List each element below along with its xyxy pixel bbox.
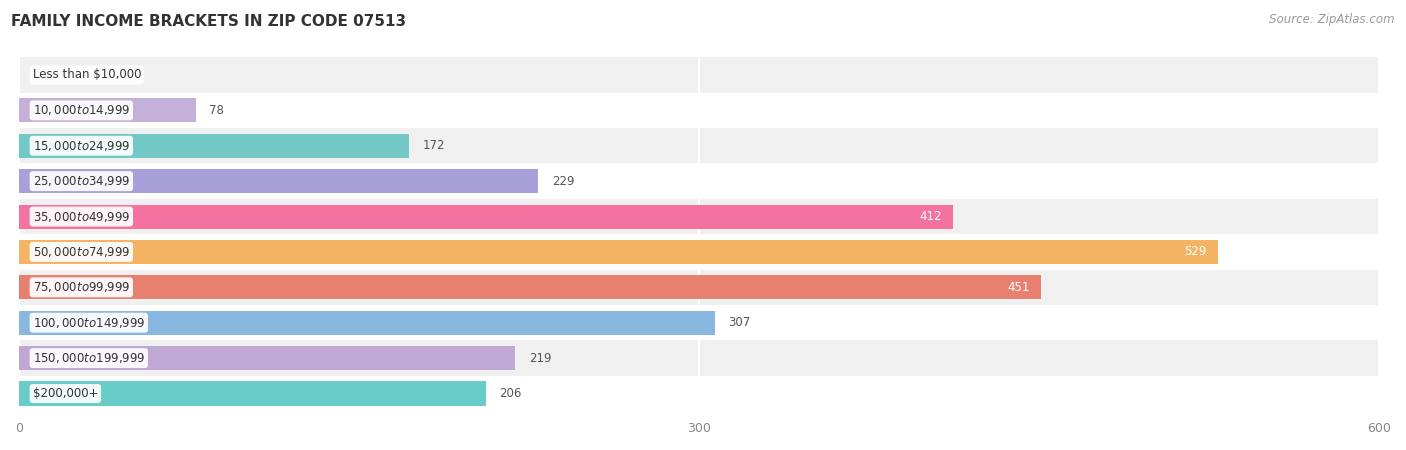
Text: 412: 412 [920, 210, 942, 223]
Bar [20, 169, 538, 193]
Bar [20, 128, 1379, 163]
Bar [20, 305, 1379, 340]
Bar [20, 93, 1379, 128]
Bar [20, 204, 953, 229]
Bar [20, 234, 1379, 270]
Bar [20, 199, 1379, 234]
Text: 0: 0 [32, 68, 39, 81]
Text: FAMILY INCOME BRACKETS IN ZIP CODE 07513: FAMILY INCOME BRACKETS IN ZIP CODE 07513 [11, 14, 406, 28]
Text: $25,000 to $34,999: $25,000 to $34,999 [32, 174, 131, 188]
Bar [20, 57, 1379, 93]
Text: $150,000 to $199,999: $150,000 to $199,999 [32, 351, 145, 365]
Text: 307: 307 [728, 316, 751, 329]
Bar [20, 376, 1379, 411]
Text: $35,000 to $49,999: $35,000 to $49,999 [32, 210, 131, 224]
Text: $15,000 to $24,999: $15,000 to $24,999 [32, 139, 131, 153]
Text: $50,000 to $74,999: $50,000 to $74,999 [32, 245, 131, 259]
Text: $100,000 to $149,999: $100,000 to $149,999 [32, 316, 145, 330]
Bar [20, 275, 1042, 299]
Text: Less than $10,000: Less than $10,000 [32, 68, 141, 81]
Bar [20, 163, 1379, 199]
Bar [20, 99, 195, 122]
Bar [20, 310, 714, 335]
Text: 229: 229 [551, 175, 574, 188]
Bar [20, 134, 409, 158]
Text: $75,000 to $99,999: $75,000 to $99,999 [32, 280, 131, 294]
Bar [20, 270, 1379, 305]
Text: 172: 172 [422, 139, 444, 152]
Text: 206: 206 [499, 387, 522, 400]
Text: 451: 451 [1008, 281, 1031, 294]
Text: $200,000+: $200,000+ [32, 387, 98, 400]
Text: Source: ZipAtlas.com: Source: ZipAtlas.com [1270, 14, 1395, 27]
Bar [20, 346, 516, 370]
Bar [20, 382, 486, 405]
Bar [20, 240, 1218, 264]
Text: 529: 529 [1184, 245, 1206, 258]
Text: $10,000 to $14,999: $10,000 to $14,999 [32, 104, 131, 117]
Text: 78: 78 [209, 104, 225, 117]
Text: 219: 219 [529, 351, 551, 364]
Bar [20, 340, 1379, 376]
